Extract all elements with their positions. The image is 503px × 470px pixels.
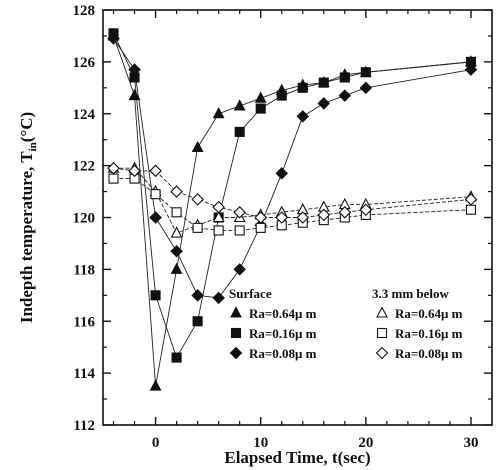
data-point — [149, 211, 162, 224]
data-point — [149, 164, 162, 178]
legend-marker — [376, 306, 388, 318]
data-point — [150, 290, 161, 301]
series-line-2 — [113, 38, 472, 299]
data-point — [297, 82, 308, 93]
series-markers — [107, 28, 478, 391]
y-tick-label: 112 — [73, 418, 95, 434]
y-axis-title: Indepth temperature, Tin(°C) — [17, 112, 39, 323]
data-point — [234, 225, 245, 236]
data-point — [234, 126, 245, 137]
y-tick-label: 128 — [73, 3, 96, 19]
x-tick-label: 10 — [253, 435, 268, 451]
data-point — [255, 222, 266, 233]
data-point — [233, 99, 246, 111]
data-point — [107, 32, 120, 45]
x-axis-title: Elapsed Time, t(sec) — [224, 448, 370, 467]
data-point — [212, 210, 225, 223]
data-point — [149, 379, 162, 391]
data-point — [212, 291, 225, 305]
data-point — [254, 91, 267, 103]
data-point — [338, 206, 352, 219]
y-tick-label: 118 — [73, 262, 95, 278]
data-point — [213, 225, 224, 236]
data-point — [191, 193, 204, 206]
legend-marker — [230, 306, 242, 318]
legend-marker — [229, 346, 243, 360]
data-point — [360, 67, 371, 78]
data-point — [191, 289, 204, 302]
data-point — [191, 140, 204, 153]
legend-marker — [375, 346, 389, 360]
legend-label: Ra=0.64μ m — [249, 306, 317, 321]
y-axis-title-unit: (°C) — [17, 112, 36, 142]
data-point — [233, 206, 246, 219]
legend-title-surface: Surface — [229, 286, 272, 301]
data-point — [317, 97, 331, 110]
legend-label: Ra=0.08μ m — [249, 346, 317, 361]
y-tick-label: 122 — [73, 159, 96, 175]
data-point — [128, 88, 141, 101]
y-axis-title-subscript: in — [27, 142, 39, 151]
data-point — [170, 226, 183, 238]
data-point — [318, 77, 329, 88]
data-point — [296, 211, 310, 224]
data-point — [275, 211, 289, 224]
legend: Surface 3.3 mm below Ra=0.64μ m Ra=0.16μ … — [229, 286, 463, 361]
data-point — [255, 103, 266, 114]
legend-label: Ra=0.16μ m — [249, 326, 317, 341]
data-point — [317, 208, 331, 222]
series-line-3 — [113, 167, 472, 234]
legend-label: Ra=0.08μ m — [395, 346, 463, 361]
series-line-4 — [113, 178, 471, 231]
legend-marker — [376, 327, 388, 339]
y-tick-label: 114 — [73, 366, 95, 382]
data-point — [192, 316, 203, 327]
y-tick-label: 116 — [73, 314, 95, 330]
x-tick-label: 20 — [358, 435, 373, 451]
legend-label: Ra=0.64μ m — [395, 306, 463, 321]
data-point — [170, 185, 183, 198]
data-point — [275, 167, 289, 180]
x-tick-label: 30 — [463, 435, 478, 451]
legend-title-below: 3.3 mm below — [372, 286, 450, 301]
data-point — [233, 263, 246, 276]
y-tick-label: 120 — [73, 211, 96, 227]
data-point — [171, 207, 182, 218]
data-point — [464, 63, 478, 76]
data-point — [150, 189, 161, 200]
data-point — [212, 200, 225, 214]
y-axis-title-main: Indepth temperature, T — [17, 151, 36, 323]
legend-items: Ra=0.64μ m Ra=0.16μ m Ra=0.08μ m Ra=0.64μ m… — [229, 306, 463, 361]
data-point — [339, 72, 350, 83]
data-point — [128, 164, 141, 178]
x-tick-label: 0 — [152, 435, 160, 451]
tick-labels: 0 10 20 30 112 114 116 118 120 122 124 126 128 — [73, 3, 479, 451]
data-point — [359, 203, 373, 216]
data-point — [128, 63, 141, 76]
axis-ticks — [103, 9, 492, 426]
legend-label: Ra=0.16μ m — [395, 326, 463, 341]
data-point — [338, 89, 352, 102]
data-point — [171, 352, 182, 363]
data-point — [170, 244, 183, 258]
data-point — [212, 107, 225, 119]
data-point — [254, 211, 267, 224]
y-tick-label: 126 — [73, 55, 96, 71]
data-point — [108, 173, 119, 184]
data-point — [464, 193, 478, 206]
data-point — [465, 204, 477, 215]
y-tick-label: 124 — [73, 107, 96, 123]
data-point — [276, 90, 287, 101]
data-point — [296, 110, 310, 123]
series-line-5 — [113, 167, 472, 218]
legend-marker — [230, 327, 242, 339]
data-point — [170, 262, 183, 274]
data-point — [192, 222, 203, 233]
data-point — [359, 81, 373, 95]
